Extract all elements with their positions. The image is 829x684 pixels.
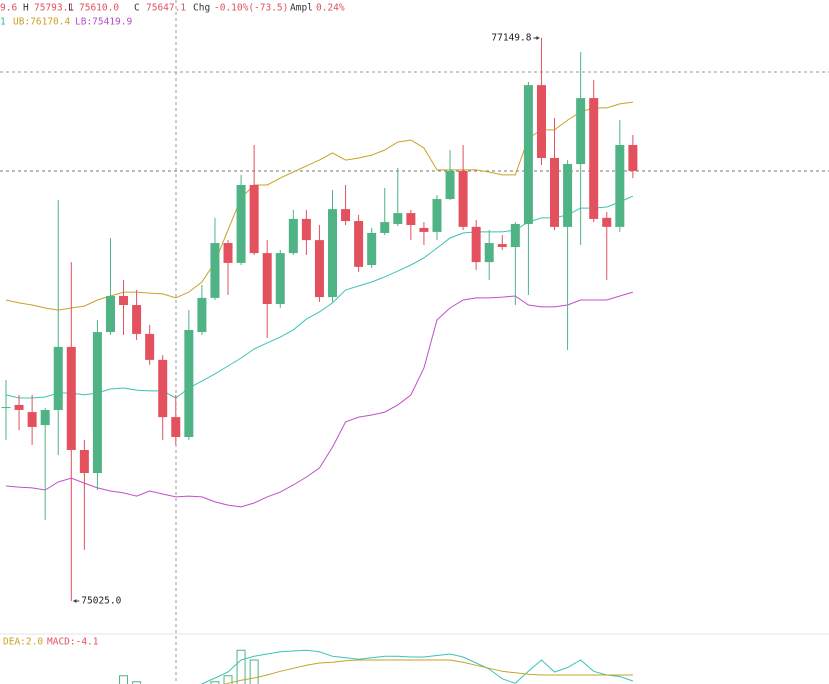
dea-line [223, 659, 633, 684]
header-text: C [134, 3, 140, 14]
candle-body [550, 157, 560, 227]
candle-body [262, 253, 272, 304]
header-text: H [23, 3, 29, 14]
candle-body [576, 98, 586, 165]
candle-body [105, 296, 115, 333]
candle-body [184, 329, 194, 437]
candle-body [14, 404, 24, 410]
header-text: 0.24% [316, 3, 345, 14]
candle-body [1, 407, 11, 409]
header-text: 75647.1 [146, 3, 186, 14]
candle-body [354, 221, 364, 267]
header-text: 9.6 [0, 3, 17, 14]
header-text: Ampl [290, 3, 313, 14]
candle-body [171, 417, 181, 437]
candle-body [53, 346, 63, 410]
macd-label: MACD:-4.1 [47, 637, 99, 648]
candle-body [197, 297, 207, 333]
header-text: 75793.1 [34, 3, 74, 14]
candle-body [380, 222, 390, 233]
candle-body [497, 244, 507, 248]
candle-body [406, 213, 416, 226]
candle-body [119, 296, 129, 306]
candle-body [314, 240, 324, 298]
candle-body [66, 346, 76, 450]
candle-body [393, 213, 403, 224]
candle-body [288, 218, 298, 254]
header-text: 1 [0, 17, 6, 28]
candle-body [602, 217, 612, 227]
header-text: Chg [193, 3, 210, 14]
macd-pane [119, 649, 634, 684]
candle-body [471, 226, 481, 263]
candle-body [432, 199, 442, 232]
candle-body [223, 243, 233, 263]
candle-body [328, 209, 337, 298]
dif-line [200, 649, 634, 684]
candle-body [275, 253, 285, 304]
header-text: 75610.0 [79, 3, 119, 14]
candle-body [301, 218, 311, 241]
candle-body [419, 227, 429, 232]
candle-body [92, 332, 102, 474]
macd-bar [210, 681, 220, 684]
macd-bar [249, 659, 259, 684]
candle-body [445, 170, 455, 200]
candle-body [536, 85, 546, 158]
candle-body [236, 185, 246, 263]
candle-body [523, 85, 533, 224]
candle-body [589, 98, 599, 219]
candle-body [27, 412, 37, 427]
candle-body [628, 144, 638, 171]
header-text: LB:75419.9 [75, 17, 132, 28]
candle-body [484, 243, 494, 263]
header-text: -0.10%(-73.5) [214, 3, 288, 14]
annotation-arrowhead [73, 599, 77, 604]
candle-body [341, 209, 351, 222]
candle-body [158, 359, 168, 418]
candle-body [458, 170, 468, 227]
annotation-label: 75025.0 [81, 596, 121, 607]
candle-body [79, 449, 89, 474]
candle-body [367, 232, 377, 266]
annotation-arrowhead [536, 35, 540, 40]
header-text: UB:76170.4 [13, 17, 70, 28]
labels: 9.6 H 75793.1L 75610.0 C 75647.1 Chg -0.10%(-73… [0, 3, 532, 648]
annotation-label: 77149.8 [491, 32, 531, 43]
macd-label: DEA:2.0 [3, 637, 43, 648]
macd-bar [132, 681, 142, 684]
candle-body [145, 333, 155, 360]
candle-body [510, 223, 520, 248]
candle-body [249, 185, 259, 254]
candle-body [563, 164, 573, 227]
header-text: L [68, 3, 74, 14]
macd-bar [119, 675, 129, 684]
candle-body [210, 243, 220, 298]
price-pane [1, 35, 638, 604]
band-line [5, 291, 634, 508]
candle-body [40, 409, 50, 426]
candle-body [615, 144, 625, 227]
macd-bar [236, 649, 246, 684]
candle-body [132, 305, 142, 334]
